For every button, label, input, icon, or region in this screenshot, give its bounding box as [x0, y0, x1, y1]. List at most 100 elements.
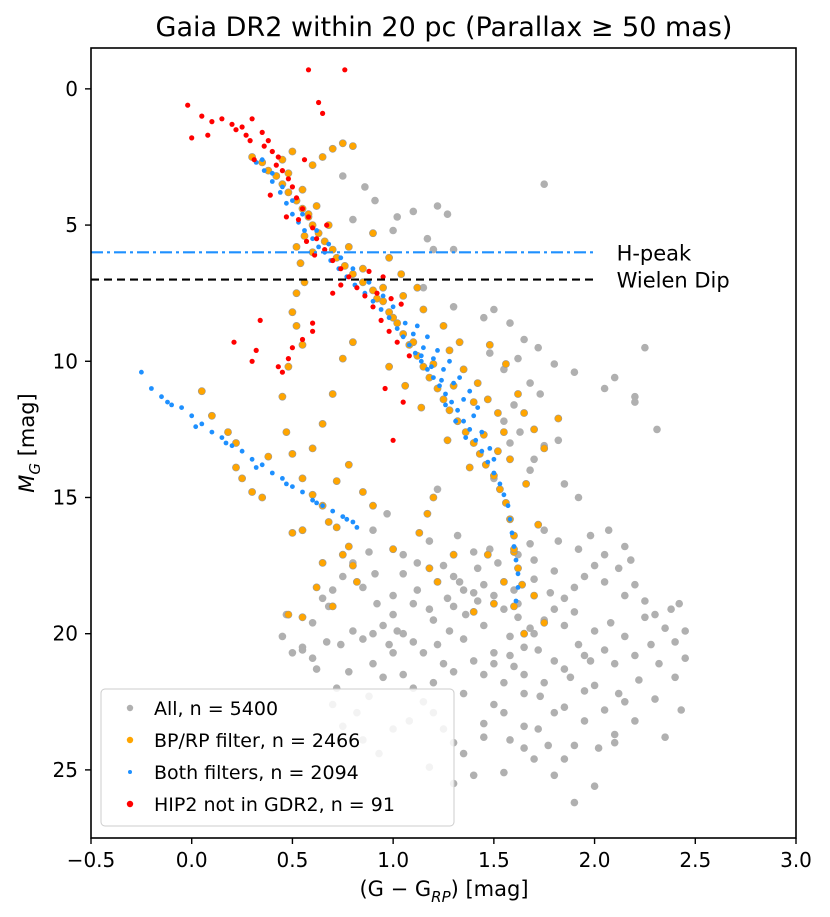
data-point — [445, 406, 454, 415]
data-point — [338, 354, 347, 363]
data-point — [379, 283, 387, 292]
data-point — [467, 388, 473, 394]
data-point — [520, 409, 528, 417]
data-point — [485, 340, 494, 349]
data-point — [209, 429, 215, 435]
data-point — [312, 665, 321, 673]
data-point — [310, 328, 316, 334]
reference-line-label: Wielen Dip — [617, 269, 730, 293]
data-point — [419, 305, 428, 314]
legend-label: BP/RP filter, n = 2466 — [154, 730, 360, 752]
x-tick-label: 1.0 — [377, 848, 409, 872]
data-point — [409, 207, 418, 216]
data-point — [350, 266, 356, 272]
data-point — [641, 343, 649, 352]
data-point — [374, 290, 380, 296]
data-point — [453, 531, 462, 540]
data-point — [389, 610, 397, 619]
data-point — [445, 627, 454, 635]
data-point — [544, 741, 552, 750]
data-point — [480, 719, 488, 728]
data-point — [520, 689, 528, 698]
data-point — [358, 264, 367, 273]
data-point — [500, 768, 508, 777]
series-3 — [185, 67, 412, 443]
data-point — [590, 681, 599, 690]
data-point — [635, 676, 643, 684]
legend-marker — [126, 800, 134, 808]
data-point — [189, 135, 195, 141]
data-point — [393, 213, 402, 221]
data-point — [348, 142, 357, 150]
data-point — [371, 570, 379, 578]
data-point — [249, 358, 255, 364]
data-point — [264, 452, 273, 461]
data-point — [506, 319, 514, 327]
data-point — [453, 418, 458, 424]
data-point — [385, 362, 393, 371]
data-point — [284, 188, 293, 197]
data-point — [499, 578, 508, 586]
data-point — [459, 689, 468, 698]
data-point — [284, 169, 293, 178]
legend-label: All, n = 5400 — [154, 698, 278, 720]
plot-frame — [90, 47, 797, 839]
x-tick-label: 0.0 — [176, 848, 208, 872]
x-axis-label: (G − GRP) [mag] — [359, 877, 528, 906]
data-point — [366, 279, 372, 285]
data-point — [169, 402, 175, 408]
data-point — [586, 531, 595, 540]
data-point — [522, 479, 530, 488]
data-point — [380, 274, 386, 280]
data-point — [205, 132, 211, 138]
data-point — [359, 583, 367, 592]
data-point — [520, 643, 528, 652]
data-point — [513, 598, 519, 604]
data-point — [389, 226, 397, 235]
y-axis-label: MG [mag] — [15, 393, 44, 492]
data-point — [580, 651, 589, 660]
data-point — [406, 342, 412, 348]
data-point — [397, 270, 406, 278]
data-point — [534, 520, 543, 529]
data-point — [362, 293, 368, 299]
data-point — [289, 345, 295, 351]
data-point — [500, 417, 508, 426]
data-point — [414, 323, 420, 329]
x-tick-label: −0.5 — [67, 848, 116, 872]
data-point — [437, 383, 442, 389]
data-point — [261, 143, 267, 149]
data-point — [431, 356, 436, 361]
data-point — [490, 700, 498, 709]
data-point — [500, 708, 508, 717]
data-point — [316, 99, 322, 106]
data-point — [322, 247, 328, 253]
data-point — [469, 657, 478, 665]
data-point — [600, 384, 609, 393]
data-point — [289, 184, 295, 190]
data-point — [443, 391, 448, 397]
data-point — [473, 437, 479, 443]
data-point — [590, 782, 599, 790]
data-point — [614, 689, 623, 698]
data-point — [447, 358, 452, 364]
data-point — [361, 183, 369, 191]
data-point — [197, 387, 206, 396]
data-point — [661, 624, 669, 632]
data-point — [661, 733, 669, 741]
data-point — [604, 526, 613, 534]
data-point — [278, 632, 287, 641]
data-point — [324, 222, 330, 228]
data-point — [400, 399, 406, 405]
data-point — [443, 402, 448, 408]
data-point — [301, 157, 308, 163]
data-point — [653, 425, 661, 434]
x-tick-label: 3.0 — [780, 848, 812, 872]
data-point — [580, 717, 589, 725]
data-point — [417, 403, 426, 412]
data-point — [507, 516, 513, 522]
data-point — [328, 144, 337, 153]
data-point — [348, 561, 357, 570]
data-point — [369, 526, 377, 534]
data-point — [370, 298, 376, 304]
